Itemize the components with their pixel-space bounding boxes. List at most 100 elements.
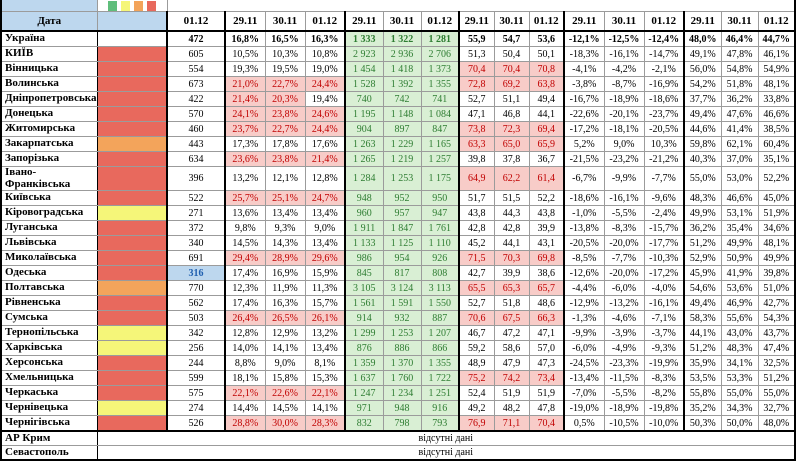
value-cell[interactable]: 1 847 — [382, 220, 422, 237]
value-cell[interactable]: 34,1% — [720, 355, 759, 372]
value-cell[interactable]: 12,9% — [264, 325, 306, 342]
value-cell[interactable]: 24,4% — [304, 121, 346, 137]
region-cell[interactable]: Чернівецька — [0, 400, 98, 417]
value-cell[interactable]: 28,3% — [304, 415, 346, 433]
value-cell[interactable]: 32,5% — [757, 355, 796, 372]
value-cell[interactable]: 22,6% — [264, 385, 306, 402]
value-cell[interactable]: 24,4% — [304, 76, 346, 92]
value-cell[interactable]: 43,0% — [720, 325, 759, 342]
value-cell[interactable]: 554 — [166, 61, 226, 77]
value-cell[interactable]: 15,9% — [304, 265, 346, 282]
value-cell[interactable]: 1 257 — [420, 151, 460, 167]
value-cell[interactable]: -21,5% — [563, 151, 605, 167]
value-cell[interactable]: 13,2% — [304, 325, 346, 342]
value-cell[interactable]: 19,4% — [304, 91, 346, 107]
value-cell[interactable]: 9,0% — [603, 136, 645, 152]
value-cell[interactable]: 886 — [382, 340, 422, 357]
value-cell[interactable]: 1 229 — [382, 136, 422, 152]
value-cell[interactable]: 17,8% — [264, 136, 306, 152]
value-cell[interactable]: 16,5% — [264, 30, 306, 47]
value-cell[interactable]: 52,7 — [458, 295, 495, 312]
value-cell[interactable]: 47,3 — [528, 355, 565, 372]
value-cell[interactable]: 42,7 — [458, 265, 495, 282]
value-cell[interactable]: 54,9% — [757, 61, 796, 77]
indicator-cell[interactable] — [96, 76, 168, 92]
value-cell[interactable]: 75,2 — [458, 370, 495, 387]
region-cell[interactable]: Полтавська — [0, 280, 98, 297]
indicator-cell[interactable] — [96, 385, 168, 402]
value-cell[interactable]: -16,1% — [643, 295, 685, 312]
value-cell[interactable]: 32,7% — [757, 400, 796, 417]
value-cell[interactable]: 866 — [420, 340, 460, 357]
indicator-cell[interactable] — [96, 91, 168, 107]
value-cell[interactable]: 46,6% — [720, 190, 759, 207]
value-cell[interactable]: 11,3% — [304, 280, 346, 297]
date-label-cell[interactable]: Дата — [0, 11, 98, 32]
value-cell[interactable]: 22,1% — [224, 385, 266, 402]
value-cell[interactable]: 1 284 — [344, 165, 384, 192]
value-cell[interactable]: 51,9% — [757, 205, 796, 222]
value-cell[interactable]: -16,1% — [603, 190, 645, 207]
value-cell[interactable]: 832 — [344, 415, 384, 433]
region-cell[interactable]: Донецька — [0, 106, 98, 122]
value-cell[interactable]: -19,9% — [643, 355, 685, 372]
value-cell[interactable]: 17,4% — [224, 295, 266, 312]
value-cell[interactable]: 53,6% — [720, 280, 759, 297]
value-cell[interactable]: -16,7% — [563, 91, 605, 107]
date-header[interactable]: 01.12 — [528, 11, 565, 32]
indicator-cell[interactable] — [96, 325, 168, 342]
value-cell[interactable]: 57,0 — [528, 340, 565, 357]
value-cell[interactable]: 23,6% — [224, 151, 266, 167]
indicator-cell[interactable] — [96, 220, 168, 237]
value-cell[interactable]: 50,3% — [683, 415, 722, 433]
value-cell[interactable]: 53,6 — [528, 30, 565, 47]
value-cell[interactable]: -4,1% — [563, 61, 605, 77]
value-cell[interactable]: 1 761 — [420, 220, 460, 237]
value-cell[interactable]: 634 — [166, 151, 226, 167]
value-cell[interactable]: 37,0% — [720, 151, 759, 167]
date-header[interactable]: 29.11 — [683, 11, 722, 32]
value-cell[interactable]: -2,4% — [643, 205, 685, 222]
value-cell[interactable]: 71,1 — [493, 415, 530, 433]
region-cell[interactable]: Тернопільська — [0, 325, 98, 342]
indicator-cell[interactable] — [96, 280, 168, 297]
value-cell[interactable]: 22,1% — [304, 385, 346, 402]
value-cell[interactable]: 503 — [166, 310, 226, 327]
value-cell[interactable]: 53,1% — [720, 205, 759, 222]
value-cell[interactable]: 62,2 — [493, 165, 530, 192]
value-cell[interactable]: 69,8 — [528, 250, 565, 267]
value-cell[interactable]: 19,3% — [224, 61, 266, 77]
region-cell[interactable]: Севастополь — [0, 445, 98, 461]
value-cell[interactable]: 51,5 — [493, 190, 530, 207]
value-cell[interactable]: 740 — [344, 91, 384, 107]
value-cell[interactable]: 76,9 — [458, 415, 495, 433]
value-cell[interactable]: 19,0% — [304, 61, 346, 77]
region-cell[interactable]: Вінницька — [0, 61, 98, 77]
value-cell[interactable]: 957 — [382, 205, 422, 222]
value-cell[interactable]: 52,7 — [458, 91, 495, 107]
value-cell[interactable]: 35,1% — [757, 151, 796, 167]
value-cell[interactable]: 49,9% — [720, 235, 759, 252]
region-cell[interactable]: Луганська — [0, 220, 98, 237]
value-cell[interactable]: -6,0% — [603, 280, 645, 297]
value-cell[interactable]: 49,2 — [458, 400, 495, 417]
no-data-cell[interactable]: відсутні дані — [96, 430, 796, 447]
value-cell[interactable]: 16,3% — [264, 295, 306, 312]
value-cell[interactable]: 73,4 — [528, 370, 565, 387]
value-cell[interactable]: 1 355 — [420, 76, 460, 92]
value-cell[interactable]: -13,8% — [563, 220, 605, 237]
value-cell[interactable]: 14,1% — [304, 400, 346, 417]
value-cell[interactable]: 1 265 — [344, 151, 384, 167]
value-cell[interactable]: -14,7% — [643, 46, 685, 62]
value-cell[interactable]: 22,7% — [264, 76, 306, 92]
value-cell[interactable]: 44,1 — [528, 106, 565, 122]
region-cell[interactable]: Миколаївська — [0, 250, 98, 267]
value-cell[interactable]: 55,0% — [720, 385, 759, 402]
value-cell[interactable]: 10,8% — [304, 46, 346, 62]
value-cell[interactable]: 35,2% — [683, 400, 722, 417]
value-cell[interactable]: 3 124 — [382, 280, 422, 297]
value-cell[interactable]: 1 911 — [344, 220, 384, 237]
value-cell[interactable]: 1 165 — [420, 136, 460, 152]
value-cell[interactable]: 54,3% — [757, 310, 796, 327]
value-cell[interactable]: 605 — [166, 46, 226, 62]
